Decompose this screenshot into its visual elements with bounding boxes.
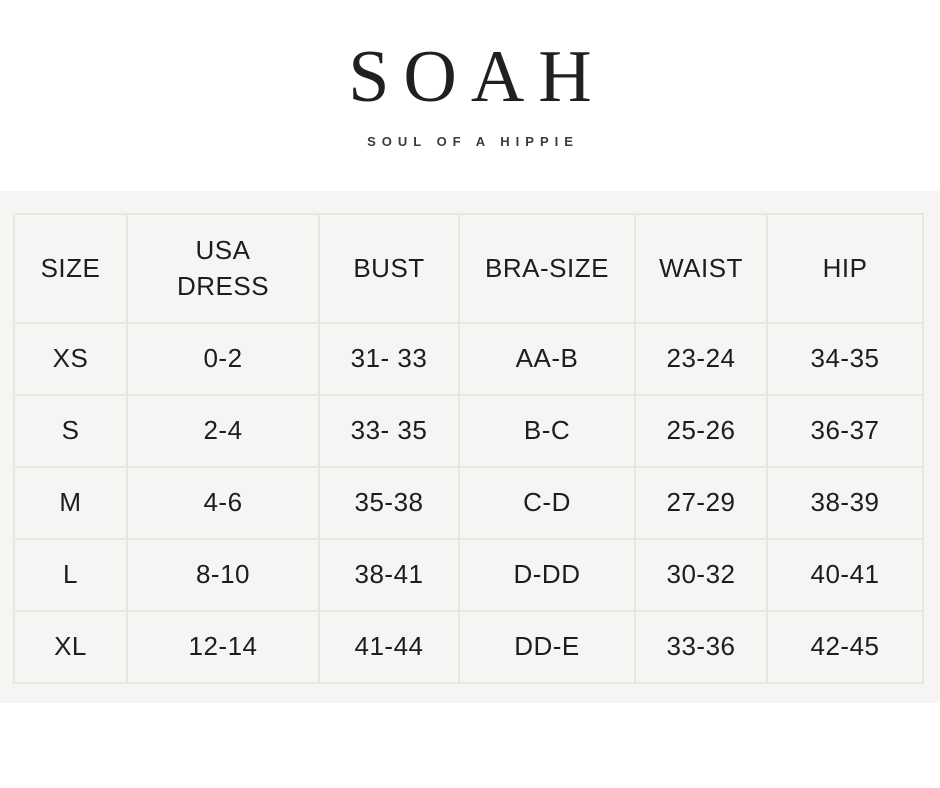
cell-l-waist: 30-32 [634,538,768,612]
cell-m-bra-size: C-D [458,466,636,540]
size-chart-table: SIZE USA DRESS BUST BRA-SIZE WAIST HIP XS 0-2 3… [13,213,924,684]
column-header-bra-size: BRA-SIZE [458,213,636,324]
cell-s-waist: 25-26 [634,394,768,468]
table-row-xs: XS 0-2 31- 33 AA-B 23-24 34-35 [13,322,924,396]
column-header-waist: WAIST [634,213,768,324]
column-header-size: SIZE [13,213,128,324]
column-header-bust: BUST [318,213,460,324]
cell-xl-usa-dress: 12-14 [126,610,320,684]
cell-xs-size: XS [13,322,128,396]
table-row-l: L 8-10 38-41 D-DD 30-32 40-41 [13,538,924,612]
cell-l-size: L [13,538,128,612]
table-row-s: S 2-4 33- 35 B-C 25-26 36-37 [13,394,924,468]
table-header-row: SIZE USA DRESS BUST BRA-SIZE WAIST HIP [13,213,924,324]
cell-xl-hip: 42-45 [766,610,924,684]
cell-l-bra-size: D-DD [458,538,636,612]
cell-xl-bust: 41-44 [318,610,460,684]
cell-xs-usa-dress: 0-2 [126,322,320,396]
cell-l-bust: 38-41 [318,538,460,612]
cell-l-hip: 40-41 [766,538,924,612]
brand-header: SOAH SOUL OF A HIPPIE [0,0,940,149]
cell-xs-bust: 31- 33 [318,322,460,396]
cell-xs-waist: 23-24 [634,322,768,396]
cell-m-waist: 27-29 [634,466,768,540]
size-chart-panel: SIZE USA DRESS BUST BRA-SIZE WAIST HIP XS 0-2 3… [0,191,940,703]
cell-m-usa-dress: 4-6 [126,466,320,540]
cell-m-size: M [13,466,128,540]
cell-xl-waist: 33-36 [634,610,768,684]
table-row-xl: XL 12-14 41-44 DD-E 33-36 42-45 [13,610,924,684]
cell-xs-hip: 34-35 [766,322,924,396]
cell-xl-bra-size: DD-E [458,610,636,684]
cell-s-bra-size: B-C [458,394,636,468]
cell-l-usa-dress: 8-10 [126,538,320,612]
column-header-usa-dress: USA DRESS [126,213,320,324]
cell-m-hip: 38-39 [766,466,924,540]
table-row-m: M 4-6 35-38 C-D 27-29 38-39 [13,466,924,540]
cell-s-usa-dress: 2-4 [126,394,320,468]
cell-s-size: S [13,394,128,468]
brand-logo: SOAH [348,36,606,118]
cell-s-bust: 33- 35 [318,394,460,468]
brand-tagline: SOUL OF A HIPPIE [367,134,579,149]
cell-s-hip: 36-37 [766,394,924,468]
column-header-hip: HIP [766,213,924,324]
cell-xl-size: XL [13,610,128,684]
cell-m-bust: 35-38 [318,466,460,540]
cell-xs-bra-size: AA-B [458,322,636,396]
